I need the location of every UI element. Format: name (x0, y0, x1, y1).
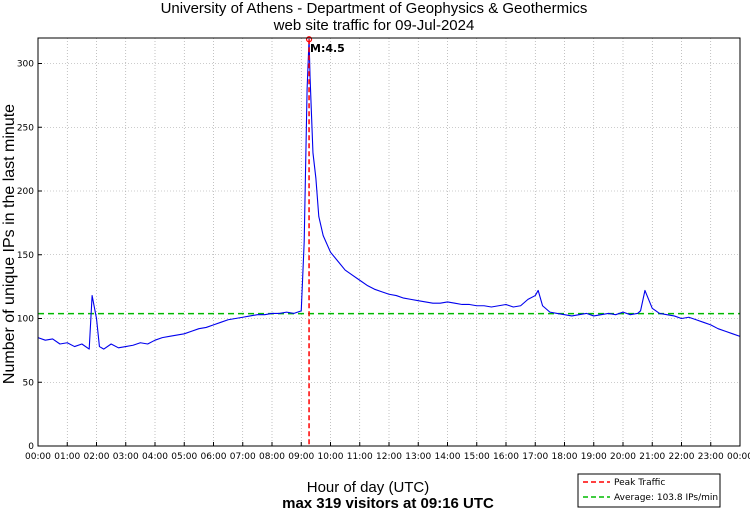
x-tick-label: 14:00 (435, 452, 461, 462)
x-tick-label: 12:00 (376, 452, 402, 462)
peak-annotation: M:4.5 (310, 42, 345, 55)
x-tick-label: 19:00 (581, 452, 607, 462)
x-tick-label: 06:00 (201, 452, 227, 462)
x-tick-label: 08:00 (259, 452, 285, 462)
x-axis-label: Hour of day (UTC) (307, 479, 430, 496)
y-tick-label: 0 (28, 442, 34, 452)
x-tick-label: 20:00 (610, 452, 636, 462)
peak-layer (305, 36, 313, 446)
chart-title-line2: web site traffic for 09-Jul-2024 (273, 17, 475, 34)
x-tick-label: 16:00 (493, 452, 519, 462)
x-tick-label: 03:00 (113, 452, 139, 462)
chart-title-line1: University of Athens - Department of Geo… (161, 0, 588, 17)
y-tick-label: 300 (17, 60, 34, 70)
series-layer (37, 38, 741, 350)
x-tick-label: 04:00 (142, 452, 168, 462)
legend-average-label: Average: 103.8 IPs/min (614, 493, 718, 503)
x-tick-label: 01:00 (54, 452, 80, 462)
x-tick-label: 02:00 (84, 452, 110, 462)
x-tick-label: 11:00 (347, 452, 373, 462)
x-tick-label: 22:00 (669, 452, 695, 462)
x-tick-label: 17:00 (522, 452, 548, 462)
x-tick-label: 00:00 (727, 452, 750, 462)
x-tick-label: 23:00 (698, 452, 724, 462)
y-tick-label: 250 (17, 123, 34, 133)
x-tick-label: 09:00 (288, 452, 314, 462)
y-tick-label: 150 (17, 251, 34, 261)
grid-lines (38, 38, 740, 446)
traffic-line (37, 38, 741, 350)
x-tick-label: 13:00 (405, 452, 431, 462)
y-tick-label: 50 (23, 378, 35, 388)
x-axis-ticks: 00:00 01:00 02:00 03:00 04:00 05:00 06:00 07:00… (25, 442, 750, 462)
y-axis-ticks: 0 50 100 150 200 250 300 (17, 60, 42, 452)
legend: Peak Traffic Average: 103.8 IPs/min (577, 473, 721, 508)
legend-peak-label: Peak Traffic (614, 478, 665, 488)
summary-text: max 319 visitors at 09:16 UTC (282, 495, 494, 511)
x-tick-label: 15:00 (464, 452, 490, 462)
x-tick-label: 21:00 (639, 452, 665, 462)
y-axis-label: Number of unique IPs in the last minute (1, 104, 18, 384)
x-tick-label: 10:00 (318, 452, 344, 462)
x-tick-label: 18:00 (552, 452, 578, 462)
y-tick-label: 200 (17, 187, 34, 197)
y-tick-label: 100 (17, 315, 34, 325)
peak-marker (305, 36, 313, 43)
x-tick-label: 00:00 (25, 452, 51, 462)
legend-box (577, 473, 721, 508)
x-tick-label: 05:00 (171, 452, 197, 462)
x-tick-label: 07:00 (230, 452, 256, 462)
